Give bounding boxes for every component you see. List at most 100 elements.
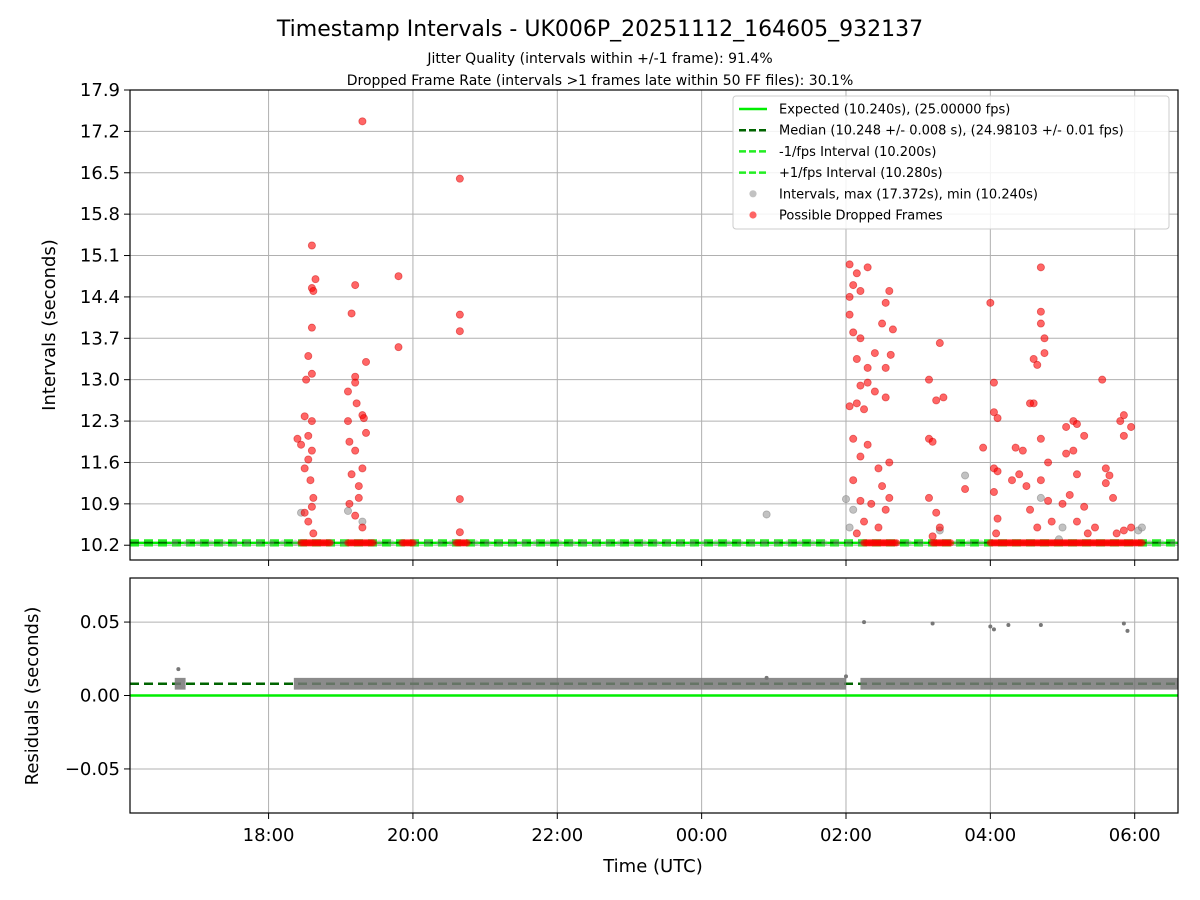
- dropped-frame-point: [852, 269, 861, 278]
- dropped-frame-point: [863, 363, 872, 372]
- dropped-frame-point: [311, 275, 320, 284]
- legend-label: Intervals, max (17.372s), min (10.240s): [779, 187, 1038, 202]
- interval-point: [279, 539, 287, 547]
- dropped-frame-point: [860, 405, 869, 414]
- plot-area: [130, 117, 1178, 547]
- dropped-frame-point: [1011, 443, 1020, 452]
- dropped-frame-point: [935, 523, 944, 532]
- dropped-frame-point: [362, 428, 371, 437]
- interval-point: [195, 539, 203, 547]
- interval-point: [821, 539, 828, 547]
- x-tick-label: 04:00: [964, 825, 1016, 846]
- dropped-frame-point: [1036, 263, 1045, 272]
- dropped-frame-point: [993, 514, 1002, 523]
- dropped-frame-point: [1098, 375, 1107, 384]
- dropped-frame-point: [845, 292, 854, 301]
- interval-point: [532, 539, 539, 547]
- x-axis-label: Time (UTC): [602, 856, 703, 877]
- dropped-frame-point: [878, 482, 887, 491]
- dropped-frame-point: [300, 412, 309, 421]
- x-tick-label: 22:00: [531, 825, 583, 846]
- y-tick-label: 13.0: [80, 370, 120, 391]
- dropped-frame-point: [358, 117, 367, 126]
- y-tick-label: 11.6: [80, 452, 120, 473]
- dropped-frame-point: [354, 493, 363, 502]
- plot-frame: [129, 89, 1179, 561]
- interval-point: [1146, 539, 1153, 547]
- residuals-panel: 18:00 20:00 22:00 00:00 02:00 04:00 06:00 −0.05…: [65, 577, 1179, 846]
- plot-area: [130, 620, 1178, 697]
- dropped-frame-point: [345, 437, 354, 446]
- dropped-frame-point: [409, 539, 417, 547]
- dropped-frame-point: [1036, 434, 1045, 443]
- interval-point: [1170, 539, 1177, 547]
- interval-point: [833, 539, 840, 547]
- dropped-frame-point: [1007, 476, 1016, 485]
- dropped-frame-point: [347, 470, 356, 479]
- residual-point: [988, 624, 993, 629]
- interval-point: [424, 539, 431, 547]
- interval-point: [255, 539, 263, 547]
- x-tick-label: 02:00: [820, 825, 872, 846]
- dropped-frame-point: [992, 529, 1001, 538]
- dropped-frame-point: [455, 495, 464, 504]
- dropped-frame-point: [993, 467, 1002, 476]
- dropped-frame-point: [989, 488, 998, 497]
- dropped-frame-point: [1072, 420, 1081, 429]
- chart-title: Timestamp Intervals - UK006P_20251112_16…: [276, 17, 923, 42]
- interval-point: [544, 539, 551, 547]
- dropped-frame-point: [863, 440, 872, 449]
- dropped-frame-point: [394, 272, 403, 281]
- dropped-frame-point: [888, 325, 897, 334]
- dropped-frame-point: [1127, 422, 1136, 431]
- dropped-frame-point: [885, 458, 894, 467]
- dropped-frame-point: [1083, 529, 1092, 538]
- dropped-frame-point: [358, 464, 367, 473]
- dropped-frame-point: [369, 539, 377, 547]
- dropped-frame-point: [885, 493, 894, 502]
- dropped-frame-point: [989, 408, 998, 417]
- legend-marker-swatch: [749, 190, 757, 198]
- y-tick-label: 10.2: [80, 535, 120, 556]
- dropped-frame-point: [307, 323, 316, 332]
- interval-point: [676, 539, 684, 547]
- dropped-frame-point: [347, 309, 356, 318]
- dropped-frame-point: [351, 511, 360, 520]
- interval-point: [761, 539, 768, 547]
- interval-point: [965, 539, 973, 547]
- dropped-frame-point: [1015, 470, 1024, 479]
- intervals-panel: 10.2 10.9 11.6 12.3 13.0 13.7 14.4 15.1 15.8 16.5…: [80, 80, 1179, 566]
- dropped-frame-point: [1090, 523, 1099, 532]
- dropped-frame-point: [1065, 490, 1074, 499]
- dropped-frame-point: [849, 476, 858, 485]
- legend: Expected (10.240s), (25.00000 fps) Median…: [732, 95, 1170, 230]
- dropped-frame-point: [878, 319, 887, 328]
- legend-label: Expected (10.240s), (25.00000 fps): [779, 103, 1010, 118]
- dropped-frame-point: [863, 263, 872, 272]
- residual-point: [1038, 623, 1043, 627]
- interval-point: [388, 539, 395, 547]
- dropped-frame-point: [1112, 529, 1121, 538]
- dropped-frame-point: [1105, 471, 1114, 480]
- legend-label: Possible Dropped Frames: [779, 209, 943, 224]
- dropped-frame-point: [1040, 334, 1049, 343]
- interval-point: [1137, 523, 1146, 532]
- dropped-frame-point: [343, 387, 352, 396]
- residual-point: [1006, 623, 1011, 627]
- residual-point: [764, 675, 769, 680]
- dropped-frame-point: [924, 375, 933, 384]
- dropped-frame-point: [856, 496, 865, 505]
- residual-band: [860, 677, 1178, 690]
- chart-subtitle-dropped: Dropped Frame Rate (intervals >1 frames …: [347, 73, 854, 89]
- interval-point: [520, 539, 527, 547]
- legend-marker-swatch: [749, 211, 757, 219]
- dropped-frame-point: [1044, 458, 1053, 467]
- dropped-frame-point: [874, 464, 883, 473]
- dropped-frame-point: [1044, 496, 1053, 505]
- dropped-frame-point: [306, 476, 315, 485]
- interval-point: [508, 539, 515, 547]
- dropped-frame-point: [455, 310, 464, 319]
- dropped-frame-point: [309, 493, 318, 502]
- dropped-frame-point: [852, 354, 861, 363]
- interval-point: [604, 539, 612, 547]
